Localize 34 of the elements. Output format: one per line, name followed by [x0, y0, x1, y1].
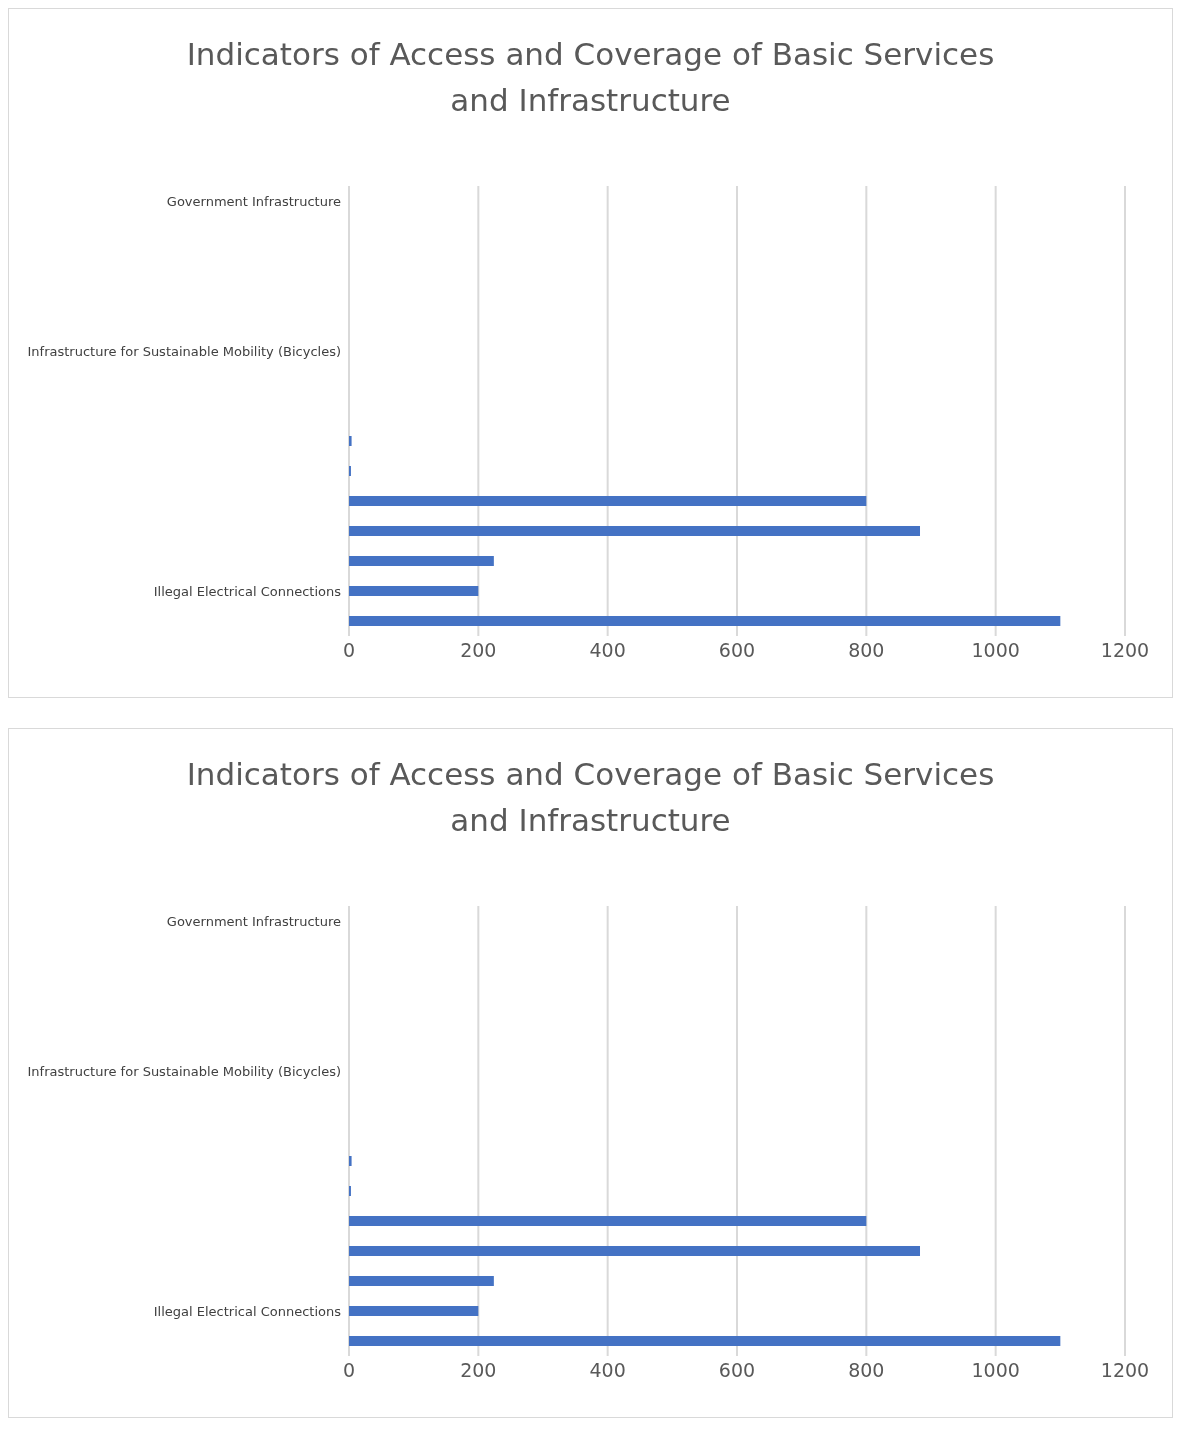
bar [349, 616, 1061, 626]
bar [349, 1246, 921, 1256]
chart-title: Indicators of Access and Coverage of Basic Services and Infrastructure [185, 755, 996, 840]
y-tick-label: Illegal Electrical Connections [153, 1303, 342, 1319]
y-tick-label: Government Infrastructure [166, 193, 341, 209]
x-tick-label: 800 [848, 1359, 885, 1382]
x-tick-label: 600 [718, 639, 756, 662]
y-tick-label: Government Infrastructure [166, 913, 341, 929]
x-tick-label: 1000 [971, 1359, 1020, 1382]
bar [349, 1156, 352, 1166]
bar [349, 556, 494, 566]
bar [349, 1306, 479, 1316]
x-tick-label: 200 [460, 1359, 497, 1382]
x-tick-label: 0 [342, 639, 356, 662]
x-tick-label: 400 [589, 1359, 626, 1382]
bar [349, 1216, 867, 1226]
y-tick-label: Infrastructure for Sustainable Mobility (Bicycles) [27, 343, 341, 359]
x-tick-label: 1200 [1100, 1359, 1150, 1382]
x-tick-label: 400 [589, 639, 626, 662]
bar [349, 1336, 1061, 1346]
chart-title: Indicators of Access and Coverage of Basic Services and Infrastructure [185, 35, 996, 120]
y-tick-label: Infrastructure for Sustainable Mobility (Bicycles) [27, 1063, 341, 1079]
bar [349, 526, 921, 536]
bar [349, 436, 352, 446]
x-tick-label: 600 [718, 1359, 756, 1382]
bar [349, 1276, 494, 1286]
bar [349, 586, 479, 596]
bar [349, 496, 867, 506]
y-tick-label: Illegal Electrical Connections [153, 583, 342, 599]
x-tick-label: 800 [848, 639, 885, 662]
x-tick-label: 1000 [971, 639, 1020, 662]
x-tick-label: 0 [342, 1359, 356, 1382]
x-tick-label: 200 [460, 639, 497, 662]
x-tick-label: 1200 [1100, 639, 1150, 662]
